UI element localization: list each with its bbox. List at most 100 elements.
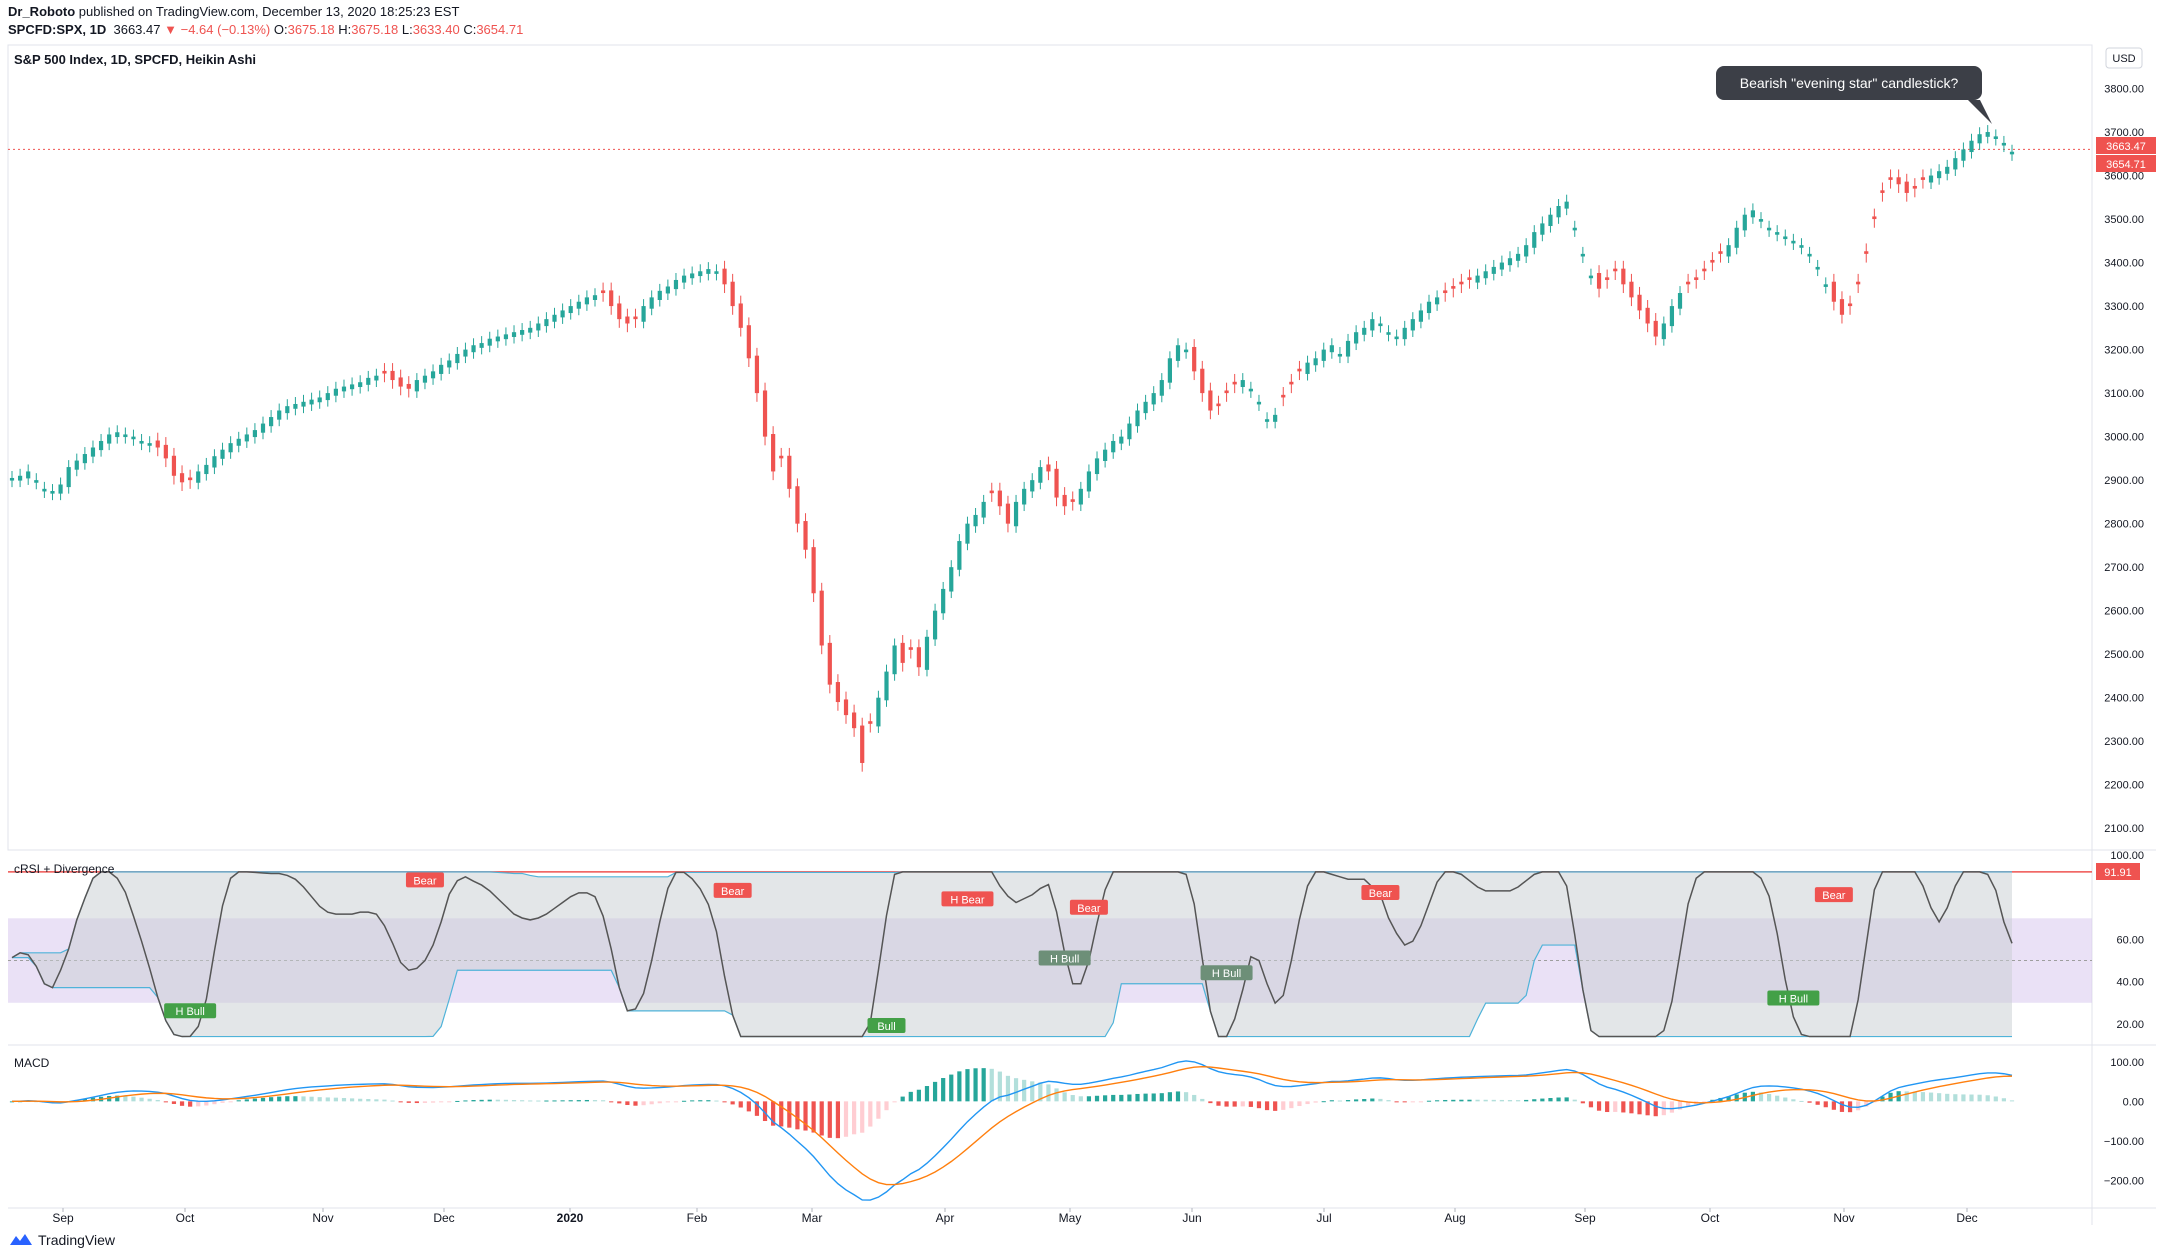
candle-body [1928, 175, 1934, 183]
footer-brand[interactable]: TradingView [8, 1232, 115, 1248]
macd-histogram-bar [1410, 1101, 1415, 1103]
candle-body [212, 456, 217, 468]
macd-histogram-bar [520, 1100, 525, 1102]
macd-histogram-bar [1823, 1101, 1828, 1108]
candle-body [1993, 136, 1998, 139]
price-tick-label: 3000.00 [2104, 432, 2144, 444]
macd-histogram-bar [714, 1100, 719, 1102]
macd-histogram-bar [908, 1091, 913, 1102]
candle-body [244, 434, 249, 442]
macd-histogram-bar [1702, 1101, 1707, 1103]
macd-histogram-bar [1451, 1099, 1456, 1102]
candle-body [1256, 401, 1262, 405]
macd-histogram-bar [892, 1101, 897, 1103]
annotation-callout[interactable]: Bearish "evening star" candlestick? [1716, 66, 1992, 124]
macd-histogram-bar [795, 1101, 800, 1130]
candle-body [949, 567, 954, 592]
macd-histogram-bar [900, 1096, 905, 1102]
candle-body [236, 438, 241, 446]
author-name[interactable]: Dr_Roboto [8, 4, 76, 19]
rsi-value-text: 91.91 [2104, 867, 2132, 879]
candle-body [1605, 277, 1610, 280]
candle-body [1937, 171, 1942, 179]
macd-histogram-bar [706, 1100, 711, 1102]
candle-body [366, 377, 371, 385]
currency-badge[interactable]: USD [2105, 47, 2143, 69]
candle-body [965, 523, 970, 544]
price-tick-label: 2900.00 [2104, 475, 2144, 487]
macd-histogram-bar [1337, 1100, 1343, 1102]
macd-histogram-bar [1928, 1092, 1934, 1102]
macd-histogram-bar [171, 1101, 177, 1104]
divergence-label: H Bear [941, 891, 994, 907]
candle-body [163, 444, 168, 459]
x-tick-label: May [1059, 1211, 1082, 1225]
candle-body [1831, 281, 1836, 302]
macd-histogram-bar [1329, 1100, 1334, 1102]
candle-body [1297, 368, 1302, 372]
signal-line [11, 1066, 2013, 1186]
macd-histogram-bar [884, 1101, 889, 1111]
candle-body [892, 645, 897, 675]
macd-histogram-bar [341, 1097, 347, 1102]
macd-histogram-bar [916, 1089, 921, 1102]
candle-body [957, 541, 962, 570]
macd-histogram-bar [1459, 1099, 1464, 1102]
macd-histogram-bar [1435, 1100, 1440, 1102]
price-pane-title: S&P 500 Index, 1D, SPCFD, Heikin Ashi [14, 52, 256, 67]
brand-text: TradingView [38, 1232, 116, 1248]
price-tick-label: 2800.00 [2104, 519, 2144, 531]
candle-body [1629, 281, 1634, 298]
candle-body [2001, 142, 2007, 146]
x-tick-label: Sep [1574, 1211, 1596, 1225]
macd-histogram-bar [1799, 1100, 1804, 1102]
macd-histogram-bar [422, 1101, 428, 1103]
candle-body [1248, 388, 1253, 392]
candle-body [1791, 240, 1796, 244]
candle-body [568, 306, 573, 314]
candle-body [487, 338, 492, 346]
macd-histogram-bar [1791, 1099, 1796, 1102]
macd-histogram-bar [617, 1101, 622, 1104]
macd-tick-label: 100.00 [2110, 1057, 2144, 1069]
candle-body [390, 370, 395, 381]
macd-histogram-bar [252, 1098, 258, 1102]
macd-histogram-bar [997, 1071, 1002, 1102]
macd-histogram-bar [965, 1069, 970, 1102]
candle-body [1135, 410, 1140, 427]
x-tick-label: Sep [52, 1211, 74, 1225]
candle-body [1669, 306, 1675, 327]
candle-body [2009, 151, 2015, 155]
x-tick-label: Nov [1833, 1211, 1854, 1225]
macd-histogram-bar [155, 1099, 160, 1102]
high-label: H: [338, 22, 352, 37]
candle-body [115, 432, 120, 438]
candle-body [1289, 381, 1294, 385]
macd-histogram-bar [1167, 1092, 1172, 1102]
candle-body [754, 355, 760, 394]
candle-body [309, 399, 314, 405]
candle-body [228, 443, 233, 453]
macd-histogram-bar [1443, 1099, 1448, 1102]
macd-histogram-bar [1969, 1094, 1974, 1102]
macd-histogram-bar [544, 1100, 549, 1102]
macd-histogram-bar [1637, 1101, 1642, 1115]
candle-body [1839, 299, 1845, 315]
candle-body [1742, 214, 1747, 231]
ohlc-bar: SPCFD:SPX, 1D 3663.47 ▼ −4.64 (−0.13%) O… [8, 22, 523, 37]
macd-histogram-bar [957, 1071, 962, 1102]
macd-histogram-bar [1240, 1101, 1245, 1107]
macd-histogram-bar [1621, 1101, 1626, 1113]
candle-body [1370, 319, 1375, 331]
macd-histogram-bar [1216, 1101, 1221, 1106]
candle-body [1159, 380, 1164, 396]
candle-body [98, 440, 104, 451]
candle-body [1507, 258, 1513, 266]
candle-body [1548, 214, 1553, 227]
divergence-label-text: H Bull [1779, 994, 1808, 1006]
candle-body [1094, 458, 1100, 475]
candle-body [301, 401, 306, 407]
candle-body [317, 397, 322, 403]
macd-histogram-bar [803, 1101, 808, 1131]
